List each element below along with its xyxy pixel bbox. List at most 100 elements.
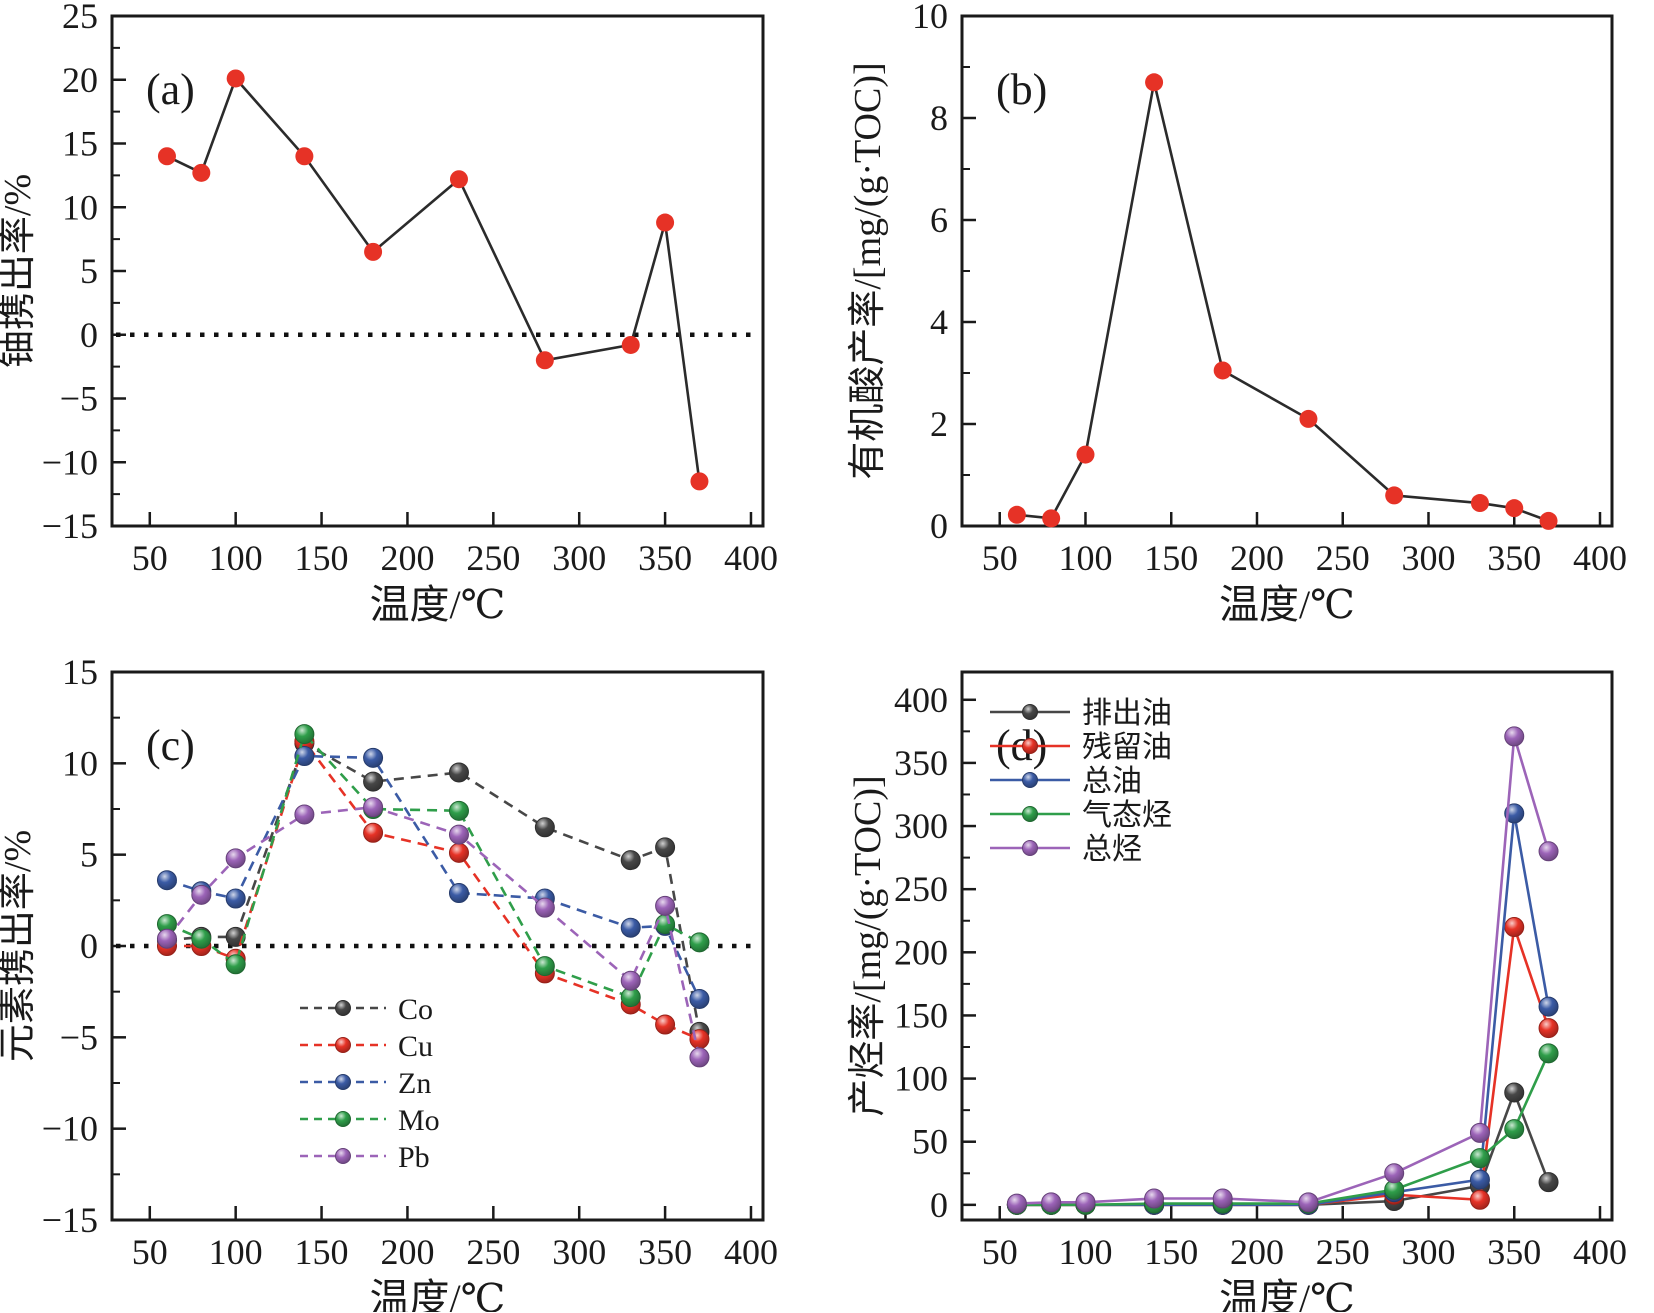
data-point-marker	[449, 170, 468, 189]
y-axis-tick-label: 15	[62, 124, 98, 164]
data-point-marker	[1469, 1169, 1490, 1190]
x-axis-tick-label: 250	[1316, 538, 1370, 578]
chart-b-svg: 50 100 150 200 250 300 350 400 0 2 4 6 8 10 温度/℃ 有机酸产率/…	[847, 0, 1627, 627]
panel-b: 50 100 150 200 250 300 350 400 0 2 4 6 8 10 温度/℃ 有机酸产率/…	[827, 0, 1654, 656]
series-Pb	[156, 797, 710, 1068]
data-point-marker	[1538, 1172, 1559, 1193]
data-point-marker	[226, 69, 245, 88]
series-line	[166, 741, 701, 1033]
data-point-marker	[1041, 1192, 1062, 1213]
legend-marker	[1022, 772, 1038, 788]
legend-item-残留油: 残留油	[990, 731, 1172, 764]
x-axis-title: 温度/℃	[370, 1276, 506, 1312]
x-axis-title: 温度/℃	[370, 582, 506, 627]
data-point-marker	[1504, 1119, 1525, 1140]
x-axis-tick-label: 200	[1230, 1232, 1284, 1272]
data-point-marker	[225, 848, 246, 869]
data-point-marker	[655, 837, 676, 858]
data-point-marker	[448, 762, 469, 783]
data-point-marker	[157, 147, 176, 166]
data-point-marker	[690, 472, 709, 491]
series-Mo	[156, 724, 710, 1008]
y-axis-tick-label: 200	[894, 932, 948, 972]
legend-item-总烃: 总烃	[990, 833, 1142, 866]
panel-letter: (a)	[146, 65, 195, 114]
y-axis-tick-label: 4	[930, 302, 948, 342]
series-line	[1016, 813, 1550, 1207]
legend-marker	[1022, 806, 1038, 822]
data-point-marker	[363, 747, 384, 768]
series-line	[1016, 1088, 1550, 1207]
x-axis-tick-label: 350	[1487, 538, 1541, 578]
legend-item-Zn: Zn	[300, 1067, 431, 1100]
data-point-marker	[1384, 1163, 1405, 1184]
y-axis-tick-label: 6	[930, 200, 948, 240]
data-point-marker	[363, 822, 384, 843]
data-point-marker	[1213, 361, 1232, 380]
data-point-marker	[1504, 917, 1525, 938]
chart-a-svg: 50 100 150 200 250 300 350 400 −15 −10 −5 0 5 10 15 20 2…	[0, 0, 778, 627]
data-point-marker	[1075, 1192, 1096, 1213]
data-point-marker	[535, 351, 554, 370]
panel-letter: (c)	[146, 721, 195, 770]
x-axis-tick-label: 250	[466, 1232, 520, 1272]
y-axis-tick-label: 0	[930, 1185, 948, 1225]
legend-label: 总油	[1082, 765, 1142, 798]
y-axis-tick-label: −5	[60, 1017, 98, 1057]
legend-label: Co	[398, 993, 433, 1026]
data-point-marker	[1299, 409, 1318, 428]
data-point-marker	[1538, 996, 1559, 1017]
data-point-marker	[655, 1014, 676, 1035]
panel-d: 50 100 150 200 250 300 350 400 0 50 100 150 200 250 30…	[827, 656, 1654, 1312]
x-axis-title: 温度/℃	[1219, 582, 1355, 627]
axis-box	[960, 670, 1614, 1222]
data-point-marker	[156, 870, 177, 891]
chart-d-svg: 50 100 150 200 250 300 350 400 0 50 100 150 200 250 30…	[847, 670, 1627, 1312]
y-axis-tick-label: 15	[62, 656, 98, 692]
data-point-marker	[534, 956, 555, 977]
data-point-marker	[191, 928, 212, 949]
x-axis-tick-label: 100	[1058, 538, 1112, 578]
legend-item-气态烃: 气态烃	[990, 799, 1172, 832]
legend-label: 排出油	[1082, 697, 1172, 730]
series-line	[167, 738, 700, 1041]
data-point-marker	[1144, 1188, 1165, 1209]
x-axis-title: 温度/℃	[1219, 1276, 1355, 1312]
y-axis-tick-label: 10	[62, 743, 98, 783]
x-axis-tick-label: 50	[982, 1232, 1018, 1272]
y-axis-tick-label: 350	[894, 743, 948, 783]
data-point-marker	[448, 800, 469, 821]
data-point-marker	[448, 842, 469, 863]
data-point-marker	[1006, 1193, 1027, 1214]
x-axis-tick-label: 200	[1230, 538, 1284, 578]
x-axis-tick-label: 50	[132, 1232, 168, 1272]
x-axis-tick-label: 400	[724, 1232, 778, 1272]
legend-marker	[335, 1148, 351, 1164]
x-axis-tick-label: 250	[466, 538, 520, 578]
data-point-marker	[1469, 1148, 1490, 1169]
x-axis-tick-label: 350	[638, 1232, 692, 1272]
data-point-marker	[655, 895, 676, 916]
y-axis-tick-label: 5	[80, 835, 98, 875]
data-point-marker	[689, 932, 710, 953]
legend-marker	[1022, 738, 1038, 754]
data-point-marker	[448, 824, 469, 845]
series-铀携出率	[157, 69, 709, 491]
y-axis-tick-label: −15	[42, 506, 98, 546]
series-残留油	[1006, 917, 1559, 1215]
x-axis-tick-label: 200	[380, 1232, 434, 1272]
y-axis-tick-label: 8	[930, 98, 948, 138]
x-axis-tick-label: 400	[724, 538, 778, 578]
legend-label: Mo	[398, 1104, 440, 1137]
data-point-marker	[620, 917, 641, 938]
data-point-marker	[1505, 499, 1524, 518]
legend-label: 总烃	[1082, 833, 1142, 866]
x-axis-tick-label: 300	[552, 1232, 606, 1272]
y-axis-tick-label: 10	[912, 0, 948, 36]
legend-marker	[1022, 704, 1038, 720]
series-line	[166, 76, 701, 482]
data-point-marker	[1469, 1122, 1490, 1143]
legend-marker	[1022, 840, 1038, 856]
